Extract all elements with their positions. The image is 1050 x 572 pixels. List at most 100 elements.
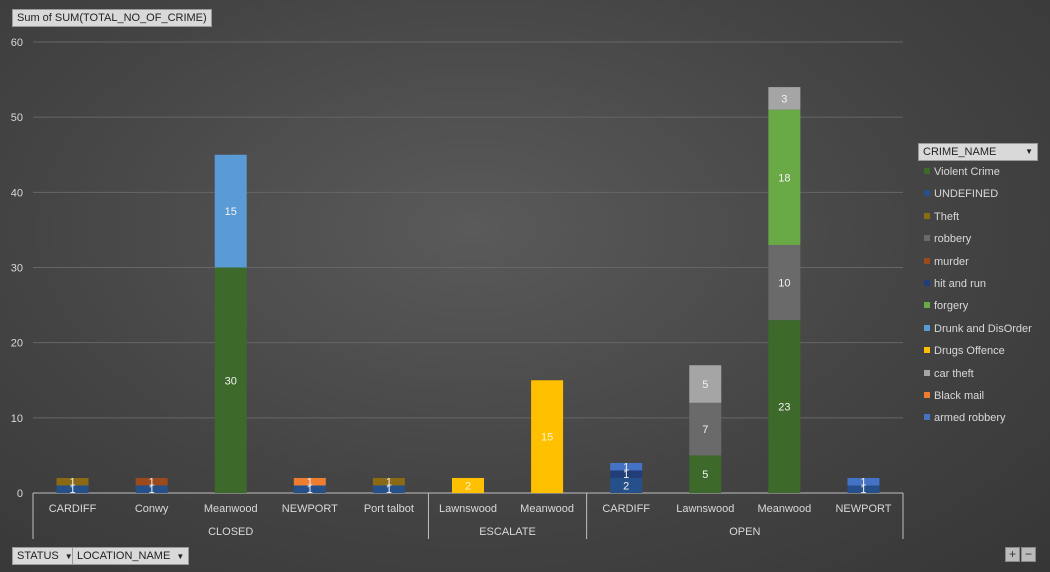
bar-segment [847, 485, 880, 493]
y-tick-label: 50 [11, 112, 23, 124]
data-label: 15 [541, 432, 553, 444]
bar-segment [768, 320, 801, 493]
status-field-dropdown[interactable]: STATUS ▼ [12, 547, 78, 565]
data-label: 3 [781, 93, 787, 105]
legend-swatch [924, 369, 930, 376]
data-label: 5 [702, 379, 708, 391]
legend-item: hit and run [924, 276, 1032, 298]
data-label: 1 [860, 484, 866, 496]
data-label: 1 [386, 477, 392, 489]
data-label: 30 [225, 375, 237, 387]
legend-item: UNDEFINED [924, 186, 1032, 208]
y-tick-label: 60 [11, 37, 23, 49]
legend-item: murder [924, 254, 1032, 276]
location-field-label: LOCATION_NAME [77, 550, 171, 562]
bar-segment [452, 477, 484, 493]
legend-label: UNDEFINED [934, 188, 999, 201]
location-field-dropdown[interactable]: LOCATION_NAME ▼ [72, 547, 190, 565]
data-label: 1 [386, 484, 392, 496]
legend-field-dropdown[interactable]: CRIME_NAME ▼ [918, 143, 1038, 161]
bar-segment [689, 455, 722, 493]
group-label: CLOSED [208, 526, 253, 538]
bar-segment [689, 365, 722, 403]
data-label: 1 [307, 484, 313, 496]
y-tick-label: 10 [11, 413, 23, 425]
legend-swatch [924, 190, 930, 197]
data-label: 1 [149, 477, 155, 489]
legend-swatch [924, 324, 930, 331]
category-label: Meanwood [204, 503, 258, 515]
category-label: Lawnswood [439, 503, 497, 515]
data-label: 10 [778, 278, 790, 290]
data-label: 1 [860, 477, 866, 489]
bar-segment [214, 267, 247, 493]
legend-label: hit and run [934, 277, 986, 290]
data-label: 1 [623, 469, 629, 481]
category-label: Lawnswood [676, 503, 734, 515]
bar-segment [372, 477, 405, 486]
legend-label: robbery [934, 233, 972, 246]
legend-label: Drugs Offence [934, 345, 1005, 358]
bar-segment [214, 154, 247, 268]
category-label: Meanwood [520, 503, 574, 515]
bar-segment [531, 380, 564, 493]
legend-swatch [924, 235, 930, 242]
legend-item: car theft [924, 366, 1032, 388]
legend-item: robbery [924, 231, 1032, 253]
legend-swatch [924, 257, 930, 264]
legend-item: Black mail [924, 388, 1032, 410]
group-label: OPEN [729, 526, 760, 538]
bar-segment [293, 477, 326, 486]
dropdown-arrow-icon: ▼ [64, 552, 73, 561]
legend-swatch [924, 212, 930, 219]
legend-swatch [924, 347, 930, 354]
data-label: 7 [702, 424, 708, 436]
legend-swatch [924, 391, 930, 398]
data-label: 23 [778, 402, 790, 414]
value-field-button[interactable]: Sum of SUM(TOTAL_NO_OF_CRIME) [12, 9, 212, 27]
bar-segment [135, 485, 168, 493]
bar-segment [689, 402, 722, 456]
dropdown-arrow-icon: ▼ [1025, 147, 1033, 156]
legend-label: armed robbery [934, 412, 1006, 425]
legend-swatch [924, 302, 930, 309]
legend-item: Drunk and DisOrder [924, 321, 1032, 343]
data-label: 2 [465, 480, 471, 492]
data-label: 1 [69, 477, 75, 489]
group-label: ESCALATE [479, 526, 536, 538]
legend-field-label: CRIME_NAME [923, 146, 997, 158]
data-label: 5 [702, 469, 708, 481]
data-label: 2 [623, 480, 629, 492]
data-label: 1 [69, 484, 75, 496]
expand-field-button[interactable]: + [1005, 547, 1020, 562]
legend-label: car theft [934, 367, 974, 380]
category-label: NEWPORT [835, 503, 891, 515]
bar-segment [610, 470, 643, 478]
category-label: Meanwood [757, 503, 811, 515]
bar-segment [56, 485, 89, 493]
bar-segment [372, 485, 405, 493]
bar-segment [768, 87, 801, 110]
y-tick-label: 0 [17, 488, 23, 500]
category-label: NEWPORT [282, 503, 338, 515]
y-tick-label: 20 [11, 338, 23, 350]
data-label: 18 [778, 172, 790, 184]
bar-segment [135, 477, 168, 486]
status-field-label: STATUS [17, 550, 59, 562]
legend-item: armed robbery [924, 410, 1032, 432]
category-label: CARDIFF [49, 503, 97, 515]
category-label: Port talbot [364, 503, 414, 515]
collapse-field-button[interactable]: − [1021, 547, 1036, 562]
legend-swatch [924, 414, 930, 421]
legend-item: forgery [924, 298, 1032, 320]
bar-segment [56, 477, 89, 486]
legend-label: Theft [934, 210, 960, 223]
bar-segment [768, 109, 801, 245]
data-label: 1 [307, 477, 313, 489]
category-label: Conwy [135, 503, 169, 515]
bar-segment [768, 244, 801, 321]
y-tick-label: 30 [11, 263, 23, 275]
legend-swatch [924, 279, 930, 286]
data-label: 1 [149, 484, 155, 496]
